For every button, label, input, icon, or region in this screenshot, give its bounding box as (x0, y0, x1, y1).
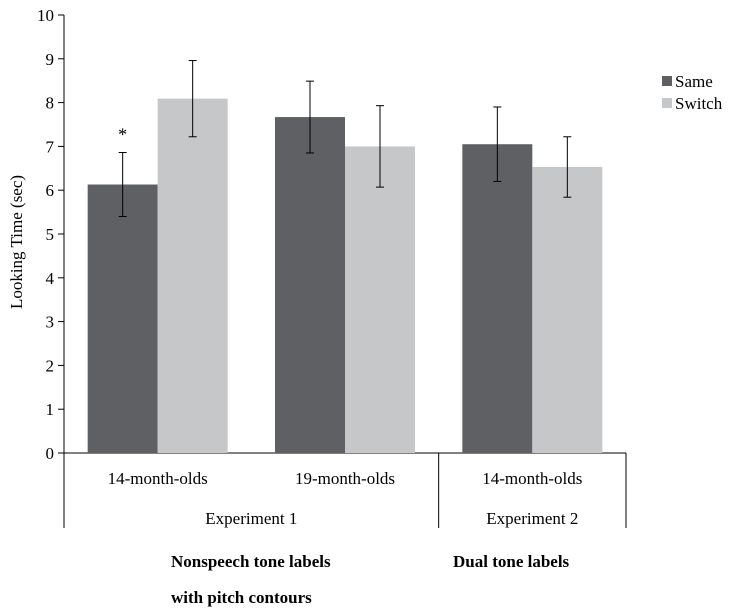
y-tick-label: 7 (46, 137, 55, 156)
bar-same-0 (87, 184, 158, 454)
bar-switch-0 (157, 98, 228, 454)
y-tick-label: 1 (46, 400, 55, 419)
y-tick-label: 9 (46, 50, 55, 69)
y-tick-label: 6 (46, 181, 55, 200)
condition-label-1-line1: Nonspeech tone labels (171, 552, 331, 571)
x-category-label: 14-month-olds (482, 469, 582, 488)
bar-switch-1 (345, 146, 415, 453)
x-axis-categories: Experiment 1 Experiment 2 14-month-olds 19-… (63, 453, 627, 528)
y-axis-label: Looking Time (sec) (7, 175, 26, 309)
bar-switch-2 (532, 166, 603, 453)
x-category-label: 14-month-olds (108, 469, 208, 488)
condition-label-2-line1: Dual tone labels (453, 552, 570, 571)
y-tick-label: 0 (46, 444, 55, 463)
condition-label-1-line2: with pitch contours (171, 588, 312, 607)
y-tick-label: 4 (46, 269, 55, 288)
significance-marker: * (118, 125, 127, 145)
y-tick-label: 3 (46, 313, 55, 332)
y-tick-label: 10 (37, 6, 54, 25)
bar-same-1 (275, 117, 345, 453)
y-axis-ticks: 0 1 2 3 4 5 6 7 8 9 10 (37, 6, 64, 463)
legend-swatch-same (662, 76, 672, 86)
x-category-label: 19-month-olds (295, 469, 395, 488)
legend-label-switch: Switch (675, 94, 723, 113)
legend-label-same: Same (675, 72, 713, 91)
group-label: Experiment 2 (486, 509, 578, 528)
error-bars: * (118, 60, 572, 217)
bar-same-2 (462, 144, 533, 453)
group-label: Experiment 1 (205, 509, 297, 528)
bars (87, 98, 603, 454)
y-tick-label: 5 (46, 225, 55, 244)
legend-swatch-switch (662, 98, 672, 108)
y-tick-label: 2 (46, 356, 55, 375)
legend: Same Switch (662, 72, 723, 113)
y-tick-label: 8 (46, 94, 55, 113)
